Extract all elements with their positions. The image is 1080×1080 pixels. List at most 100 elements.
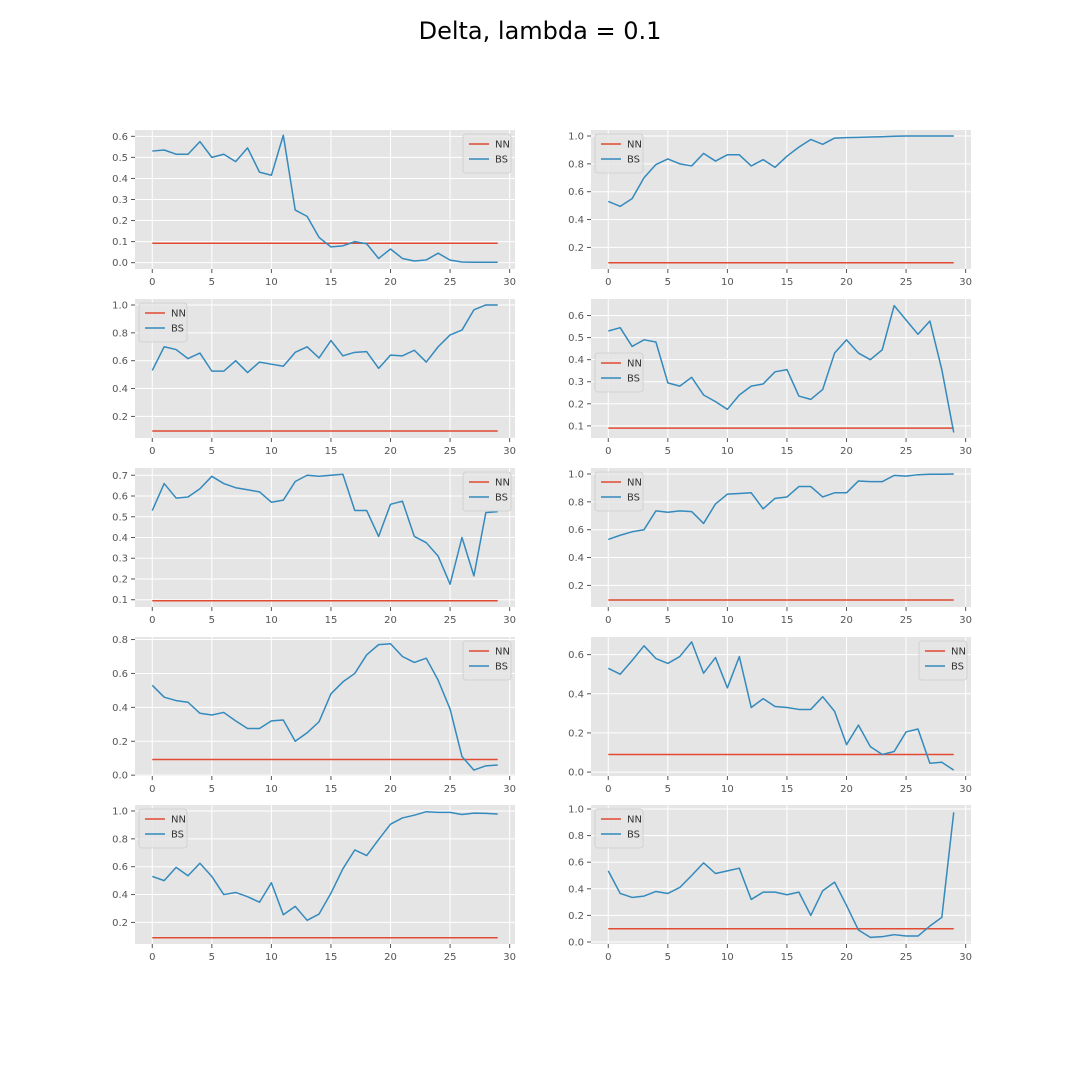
- y-tick-label: 0.8: [112, 635, 128, 646]
- y-tick-label: 1.0: [568, 469, 584, 480]
- legend-label-nn: NN: [495, 140, 510, 151]
- plot-area: [135, 299, 515, 438]
- y-tick-label: 1.0: [112, 806, 128, 817]
- x-tick-label: 15: [325, 446, 338, 457]
- x-tick-label: 25: [900, 784, 913, 795]
- y-tick-label: 0.8: [112, 328, 128, 339]
- y-tick-label: 0.4: [112, 174, 128, 185]
- legend-label-nn: NN: [171, 309, 186, 320]
- x-tick-label: 5: [209, 277, 215, 288]
- x-tick-label: 5: [665, 446, 671, 457]
- y-tick-label: 0.4: [112, 890, 128, 901]
- y-tick-label: 0.2: [568, 399, 584, 410]
- legend: NN BS: [462, 133, 512, 174]
- plot-area: [591, 299, 971, 438]
- y-tick-label: 0.2: [568, 728, 584, 739]
- legend-label-nn: NN: [951, 647, 966, 658]
- x-tick-label: 25: [444, 952, 457, 963]
- legend-label-bs: BS: [495, 155, 508, 166]
- legend: NN BS: [594, 808, 644, 849]
- y-tick-label: 0.2: [112, 574, 128, 585]
- y-tick-label: 0.6: [568, 650, 584, 661]
- legend: NN BS: [918, 640, 968, 681]
- y-tick-label: 0.6: [112, 862, 128, 873]
- x-tick-label: 30: [959, 277, 972, 288]
- plot-area: [591, 805, 971, 944]
- y-tick-label: 0.3: [112, 195, 128, 206]
- x-tick-label: 0: [149, 277, 155, 288]
- subplot-8: 0 5 10 15 20 25 30 0.0 0.2 0.4 0.6 NN BS: [568, 637, 972, 795]
- series-line-bs: [608, 304, 955, 433]
- subplot-10: 0 5 10 15 20 25 30 0.0 0.2 0.4 0.6 0.8 1.0 NN BS: [568, 804, 972, 963]
- x-tick-label: 10: [721, 952, 734, 963]
- x-tick-label: 25: [444, 784, 457, 795]
- x-tick-label: 15: [781, 277, 794, 288]
- y-tick-label: 0.0: [112, 258, 128, 269]
- y-tick-label: 0.4: [568, 355, 584, 366]
- legend-label-bs: BS: [495, 493, 508, 504]
- x-tick-label: 10: [721, 615, 734, 626]
- y-tick-label: 0.3: [568, 377, 584, 388]
- x-tick-label: 20: [840, 615, 853, 626]
- x-tick-label: 30: [503, 784, 516, 795]
- y-tick-label: 0.2: [112, 918, 128, 929]
- y-tick-label: 0.7: [112, 471, 128, 482]
- subplot-9: 0 5 10 15 20 25 30 0.2 0.4 0.6 0.8 1.0 NN BS: [112, 805, 516, 963]
- y-tick-label: 0.2: [112, 737, 128, 748]
- x-tick-label: 15: [325, 784, 338, 795]
- y-tick-label: 0.2: [568, 911, 584, 922]
- y-tick-label: 1.0: [112, 300, 128, 311]
- x-tick-label: 15: [781, 446, 794, 457]
- x-tick-label: 0: [149, 615, 155, 626]
- x-tick-label: 5: [665, 784, 671, 795]
- x-tick-label: 20: [840, 952, 853, 963]
- plot-area: [591, 468, 971, 607]
- y-tick-label: 0.5: [112, 153, 128, 164]
- x-tick-label: 0: [605, 277, 611, 288]
- y-tick-label: 0.1: [568, 421, 584, 432]
- plot-area: [591, 130, 971, 269]
- x-tick-label: 30: [503, 277, 516, 288]
- figure-title: Delta, lambda = 0.1: [418, 17, 662, 45]
- x-tick-label: 0: [149, 784, 155, 795]
- x-tick-label: 10: [265, 615, 278, 626]
- y-tick-label: 0.2: [112, 216, 128, 227]
- x-tick-label: 15: [325, 615, 338, 626]
- x-tick-label: 25: [444, 277, 457, 288]
- y-tick-label: 0.4: [568, 884, 584, 895]
- y-tick-label: 0.8: [568, 159, 584, 170]
- x-tick-label: 10: [265, 952, 278, 963]
- y-tick-label: 0.6: [112, 669, 128, 680]
- x-tick-label: 30: [959, 952, 972, 963]
- legend-label-nn: NN: [627, 359, 642, 370]
- y-tick-label: 0.8: [112, 834, 128, 845]
- y-tick-label: 0.5: [568, 333, 584, 344]
- legend: NN BS: [138, 302, 188, 343]
- x-tick-label: 20: [384, 277, 397, 288]
- x-tick-label: 25: [900, 615, 913, 626]
- x-tick-label: 10: [721, 277, 734, 288]
- x-tick-label: 5: [209, 446, 215, 457]
- y-tick-label: 0.0: [568, 938, 584, 949]
- x-tick-label: 0: [149, 952, 155, 963]
- legend: NN BS: [462, 471, 512, 512]
- y-tick-label: 0.6: [568, 187, 584, 198]
- y-tick-label: 0.4: [112, 384, 128, 395]
- legend: NN BS: [138, 808, 188, 849]
- y-tick-label: 0.4: [568, 215, 584, 226]
- x-tick-label: 5: [209, 615, 215, 626]
- y-tick-label: 0.6: [112, 356, 128, 367]
- x-tick-label: 0: [605, 784, 611, 795]
- x-tick-label: 20: [384, 784, 397, 795]
- y-tick-label: 0.4: [112, 533, 128, 544]
- x-tick-label: 20: [384, 952, 397, 963]
- y-tick-label: 0.5: [112, 512, 128, 523]
- y-tick-label: 0.2: [568, 243, 584, 254]
- y-tick-label: 0.8: [568, 497, 584, 508]
- legend-label-nn: NN: [495, 647, 510, 658]
- subplot-5: 0 5 10 15 20 25 30 0.1 0.2 0.3 0.4 0.5 0.6 0.7 NN BS: [112, 468, 516, 626]
- legend-label-nn: NN: [171, 815, 186, 826]
- x-tick-label: 20: [384, 615, 397, 626]
- y-tick-label: 0.2: [568, 581, 584, 592]
